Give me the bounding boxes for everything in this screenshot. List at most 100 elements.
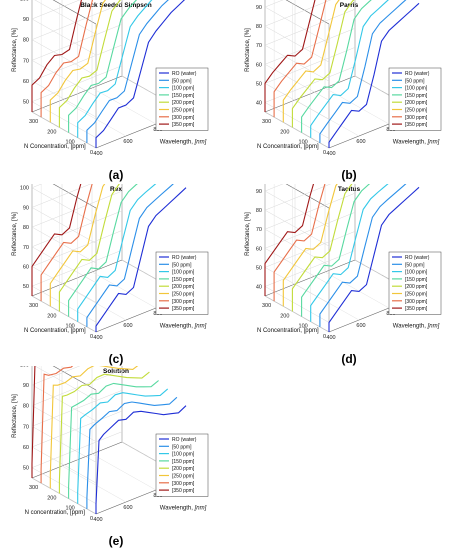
legend-entry: RO (water) xyxy=(172,255,197,261)
series-line xyxy=(40,366,74,484)
legend-entry: [150 ppm] xyxy=(405,277,428,283)
x-axis-unit: [nm] xyxy=(194,140,207,146)
series-line xyxy=(328,186,420,332)
x-tick-label: 600 xyxy=(123,139,132,145)
z-tick-label: 90 xyxy=(256,5,262,11)
legend-entry: RO (water) xyxy=(172,71,197,77)
grid-line xyxy=(264,184,330,228)
z-tick-label: 70 xyxy=(256,43,262,49)
panel-label: (d) xyxy=(341,352,357,366)
legend-entry: [150 ppm] xyxy=(172,93,195,99)
z-tick-label: 90 xyxy=(23,383,29,389)
z-tick-label: 60 xyxy=(256,62,262,68)
chart-title: Solution xyxy=(103,368,129,375)
legend: RO (water)[50 ppm] [100 ppm][150 ppm][200… xyxy=(388,67,442,131)
x-axis-label: Wavelength, [nm] xyxy=(393,324,440,330)
series-line xyxy=(40,0,94,118)
legend-entry: [200 ppm] xyxy=(405,284,428,290)
axis-edge xyxy=(285,0,330,25)
legend-entry: [300 ppm] xyxy=(405,115,428,121)
panel-e: Solution 5060708090100400600800100001002… xyxy=(0,366,232,550)
z-axis-label: Reflectance, [%] xyxy=(245,28,251,72)
grid-line xyxy=(34,366,97,401)
series-line xyxy=(86,0,169,143)
legend-entry: [300 ppm] xyxy=(405,299,428,305)
y-tick-label: 0 xyxy=(90,334,93,340)
z-tick-label: 90 xyxy=(23,205,29,211)
axis-edge xyxy=(52,184,97,209)
legend: RO (water)[50 ppm] [100 ppm][150 ppm][200… xyxy=(155,251,209,315)
z-tick-label: 50 xyxy=(23,466,29,472)
y-tick-label: 100 xyxy=(66,506,75,512)
z-tick-label: 80 xyxy=(256,24,262,30)
grid-line xyxy=(264,111,330,149)
grid-line xyxy=(91,271,157,309)
chart-plot-e: 506070809010040060080010000100200300Refl… xyxy=(12,366,209,523)
z-tick-label: 80 xyxy=(23,404,29,410)
grid-line xyxy=(31,44,123,118)
y-tick-label: 100 xyxy=(66,140,75,146)
axis-edge xyxy=(31,75,123,113)
grid-line xyxy=(31,184,97,244)
grid-line xyxy=(264,66,356,139)
legend: RO (water)[50 ppm] [100 ppm][150 ppm][200… xyxy=(388,251,442,315)
panel-b: Parris 405060708090400600800100001002003… xyxy=(233,0,465,182)
z-tick-label: 100 xyxy=(20,186,29,192)
z-axis-label: Reflectance, [%] xyxy=(12,212,18,256)
x-tick-label: 600 xyxy=(356,323,365,329)
panel-label: (a) xyxy=(108,168,124,182)
y-tick-label: 100 xyxy=(299,140,308,146)
series-line xyxy=(291,0,355,128)
z-tick-label: 90 xyxy=(23,17,29,23)
series-line xyxy=(86,396,178,509)
y-tick-label: 0 xyxy=(90,150,93,156)
z-axis-label: Reflectance, [%] xyxy=(245,212,251,256)
legend-entry: RO (water) xyxy=(405,255,430,261)
grid-line xyxy=(31,24,123,97)
x-tick-label: 600 xyxy=(123,505,132,511)
z-tick-label: 60 xyxy=(256,246,262,252)
legend-entry: [100 ppm] xyxy=(172,86,195,92)
z-tick-label: 50 xyxy=(256,81,262,87)
series-line xyxy=(68,0,138,133)
grid-line xyxy=(264,8,356,82)
y-tick-label: 300 xyxy=(262,303,271,309)
legend-entry: RO (water) xyxy=(172,437,197,443)
grid-line xyxy=(31,369,123,442)
x-tick-label: 600 xyxy=(356,139,365,145)
grid-line xyxy=(61,465,127,503)
series-line xyxy=(40,184,93,302)
series-line xyxy=(77,0,153,138)
legend-entry: RO (water) xyxy=(405,71,430,77)
axis-edge xyxy=(285,184,330,209)
series-line xyxy=(301,0,372,133)
axis-edge xyxy=(264,259,356,297)
grid-line xyxy=(31,410,123,484)
grid-line xyxy=(61,283,127,321)
chart-plot-a: 506070809010040060080010000100200300Refl… xyxy=(12,0,209,157)
x-axis-label: Wavelength, [nm] xyxy=(160,506,207,512)
series-line xyxy=(282,184,338,307)
legend-entry: [300 ppm] xyxy=(172,481,195,487)
grid-line xyxy=(91,453,157,491)
grid-line xyxy=(264,231,356,304)
legend-entry: [50 ppm] xyxy=(405,78,425,84)
chart-plot-b: 40506070809040060080010000100200300Refle… xyxy=(245,0,442,157)
y-axis-label: N Concentration, [ppm] xyxy=(257,144,319,150)
z-tick-label: 100 xyxy=(20,0,29,2)
y-tick-label: 100 xyxy=(66,324,75,330)
legend-entry: [200 ppm] xyxy=(172,466,195,472)
series-line xyxy=(86,184,174,327)
y-tick-label: 0 xyxy=(323,334,326,340)
y-tick-label: 300 xyxy=(262,119,271,125)
series-line xyxy=(264,184,315,296)
series-line xyxy=(49,0,107,123)
z-tick-label: 60 xyxy=(23,264,29,270)
panel-label: (e) xyxy=(108,534,124,548)
z-axis-label: Reflectance, [%] xyxy=(12,28,18,72)
series-group xyxy=(264,184,420,332)
chart-plot-d: 40506070809040060080010000100200300Refle… xyxy=(245,184,442,341)
grid-line xyxy=(31,366,97,422)
legend-entry: [350 ppm] xyxy=(172,488,195,494)
legend-entry: [200 ppm] xyxy=(405,100,428,106)
